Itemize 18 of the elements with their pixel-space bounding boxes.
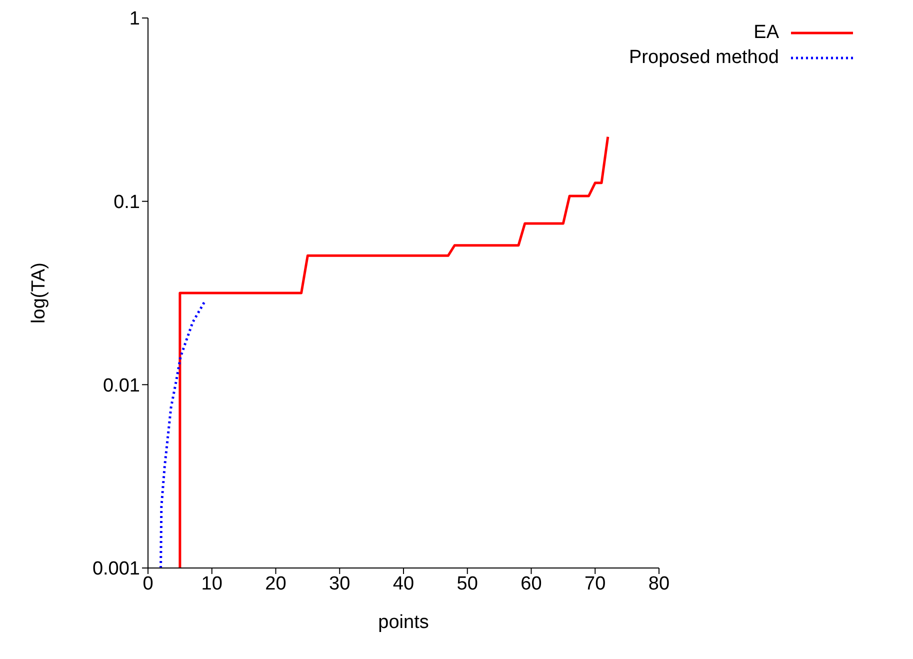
- x-tick-label: 30: [329, 573, 350, 594]
- y-tick-label: 0.001: [92, 558, 140, 580]
- y-tick-label: 0.1: [114, 192, 140, 214]
- line-series: [178, 136, 610, 568]
- x-tick-label: 0: [142, 573, 154, 594]
- y-tick-label: 0.01: [103, 375, 140, 396]
- x-tick-label: 20: [265, 573, 286, 594]
- x-tick-label: 80: [648, 573, 670, 594]
- x-tick-label: 70: [584, 573, 606, 594]
- legend-label: EA: [754, 22, 779, 44]
- x-tick-label: 10: [201, 573, 222, 594]
- y-axis-title: log(TA): [28, 262, 50, 324]
- x-tick-label: 50: [456, 573, 478, 594]
- legend-label: Proposed method: [629, 46, 779, 68]
- y-tick-label: 1: [129, 8, 140, 30]
- x-axis-title: points: [378, 612, 429, 633]
- x-tick-label: 60: [520, 573, 542, 594]
- x-tick-label: 40: [392, 573, 414, 594]
